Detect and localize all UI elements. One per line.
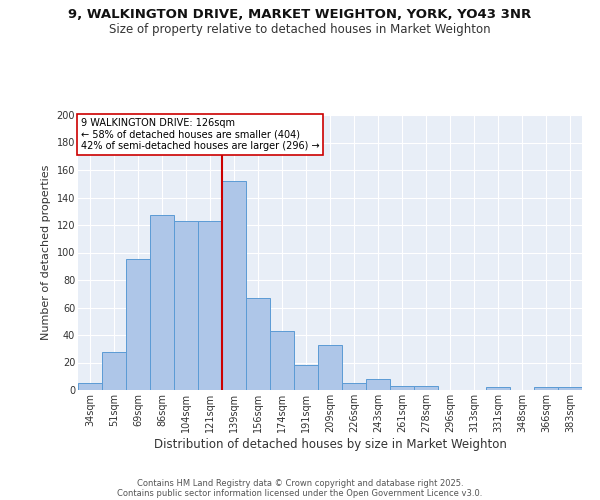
Bar xyxy=(78,383,102,390)
Bar xyxy=(126,260,150,390)
Text: Contains public sector information licensed under the Open Government Licence v3: Contains public sector information licen… xyxy=(118,488,482,498)
Y-axis label: Number of detached properties: Number of detached properties xyxy=(41,165,51,340)
Bar xyxy=(534,387,558,390)
Bar xyxy=(486,387,510,390)
Bar xyxy=(558,387,582,390)
Bar xyxy=(366,379,390,390)
Text: Contains HM Land Registry data © Crown copyright and database right 2025.: Contains HM Land Registry data © Crown c… xyxy=(137,478,463,488)
Bar xyxy=(198,221,222,390)
Bar xyxy=(342,383,366,390)
Bar xyxy=(246,298,270,390)
Bar xyxy=(222,181,246,390)
Bar xyxy=(318,344,342,390)
Bar xyxy=(174,221,198,390)
Bar xyxy=(294,365,318,390)
Text: 9 WALKINGTON DRIVE: 126sqm
← 58% of detached houses are smaller (404)
42% of sem: 9 WALKINGTON DRIVE: 126sqm ← 58% of deta… xyxy=(80,118,319,151)
Bar xyxy=(150,216,174,390)
Bar xyxy=(102,352,126,390)
Bar xyxy=(414,386,438,390)
Text: Size of property relative to detached houses in Market Weighton: Size of property relative to detached ho… xyxy=(109,22,491,36)
Text: 9, WALKINGTON DRIVE, MARKET WEIGHTON, YORK, YO43 3NR: 9, WALKINGTON DRIVE, MARKET WEIGHTON, YO… xyxy=(68,8,532,20)
Bar xyxy=(390,386,414,390)
Bar xyxy=(270,331,294,390)
X-axis label: Distribution of detached houses by size in Market Weighton: Distribution of detached houses by size … xyxy=(154,438,506,450)
